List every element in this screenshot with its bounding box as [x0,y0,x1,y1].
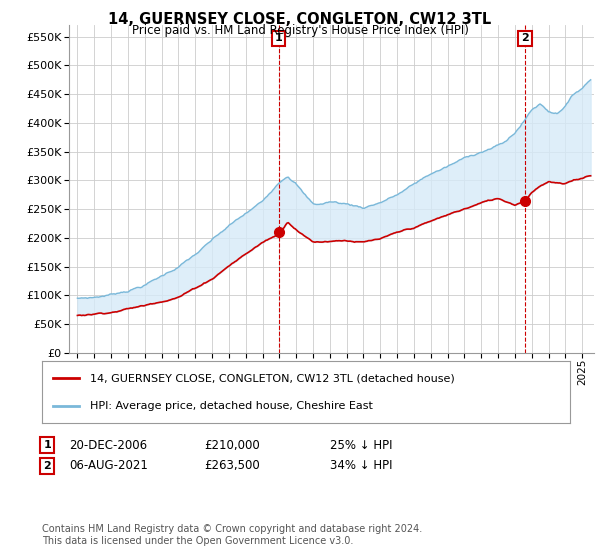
Text: 25% ↓ HPI: 25% ↓ HPI [330,438,392,452]
Text: £263,500: £263,500 [204,459,260,473]
Text: 2: 2 [521,34,529,43]
Text: 1: 1 [275,34,283,43]
Text: HPI: Average price, detached house, Cheshire East: HPI: Average price, detached house, Ches… [89,400,373,410]
Text: £210,000: £210,000 [204,438,260,452]
Text: 14, GUERNSEY CLOSE, CONGLETON, CW12 3TL: 14, GUERNSEY CLOSE, CONGLETON, CW12 3TL [109,12,491,27]
Text: Price paid vs. HM Land Registry's House Price Index (HPI): Price paid vs. HM Land Registry's House … [131,24,469,36]
Text: 2: 2 [43,461,51,471]
Text: 20-DEC-2006: 20-DEC-2006 [69,438,147,452]
Text: 34% ↓ HPI: 34% ↓ HPI [330,459,392,473]
Text: 06-AUG-2021: 06-AUG-2021 [69,459,148,473]
Text: 14, GUERNSEY CLOSE, CONGLETON, CW12 3TL (detached house): 14, GUERNSEY CLOSE, CONGLETON, CW12 3TL … [89,374,454,384]
Text: Contains HM Land Registry data © Crown copyright and database right 2024.
This d: Contains HM Land Registry data © Crown c… [42,524,422,546]
Text: 1: 1 [43,440,51,450]
